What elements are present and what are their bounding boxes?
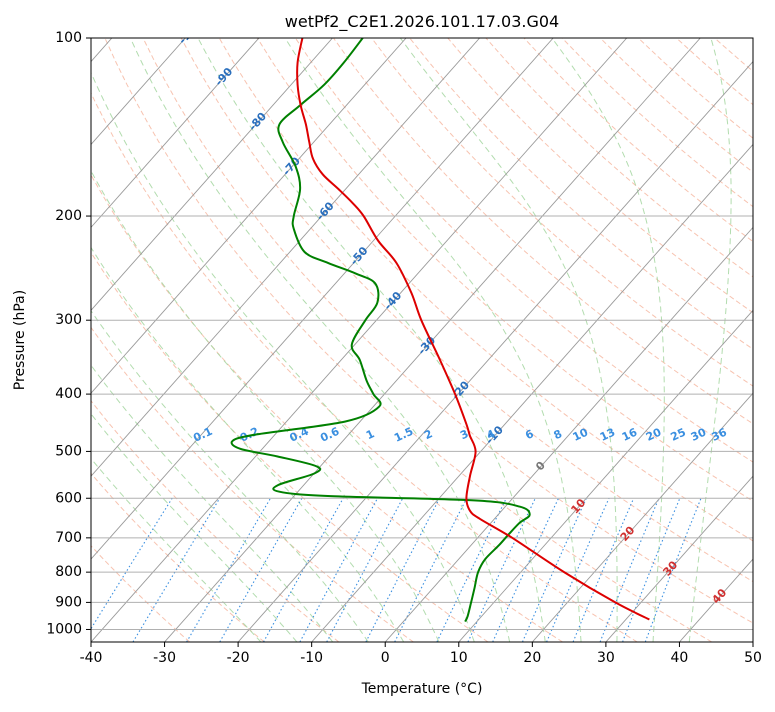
y-tick-label: 1000 <box>46 621 82 637</box>
y-tick-label: 400 <box>55 386 82 402</box>
y-tick-label: 600 <box>55 490 82 506</box>
x-tick-label: -40 <box>80 650 103 666</box>
y-tick-label: 800 <box>55 564 82 580</box>
y-tick-label: 200 <box>55 208 82 224</box>
x-tick-label: 10 <box>450 650 468 666</box>
y-tick-label: 300 <box>55 312 82 328</box>
dry-adiabat <box>753 38 775 642</box>
y-axis-label: Pressure (hPa) <box>12 290 28 390</box>
x-tick-label: 30 <box>597 650 615 666</box>
x-tick-label: -20 <box>227 650 250 666</box>
chart-title: wetPf2_C2E1.2026.101.17.03.G04 <box>285 12 559 32</box>
y-tick-label: 700 <box>55 530 82 546</box>
x-tick-label: 50 <box>744 650 762 666</box>
x-tick-label: -10 <box>300 650 323 666</box>
y-tick-label: 500 <box>55 443 82 459</box>
x-tick-label: 20 <box>523 650 541 666</box>
x-axis-label: Temperature (°C) <box>361 681 483 697</box>
y-tick-label: 900 <box>55 594 82 610</box>
x-tick-label: 40 <box>671 650 689 666</box>
isotherm <box>753 38 775 642</box>
y-tick-label: 100 <box>55 30 82 46</box>
x-tick-label: 0 <box>381 650 390 666</box>
x-tick-label: -30 <box>153 650 176 666</box>
